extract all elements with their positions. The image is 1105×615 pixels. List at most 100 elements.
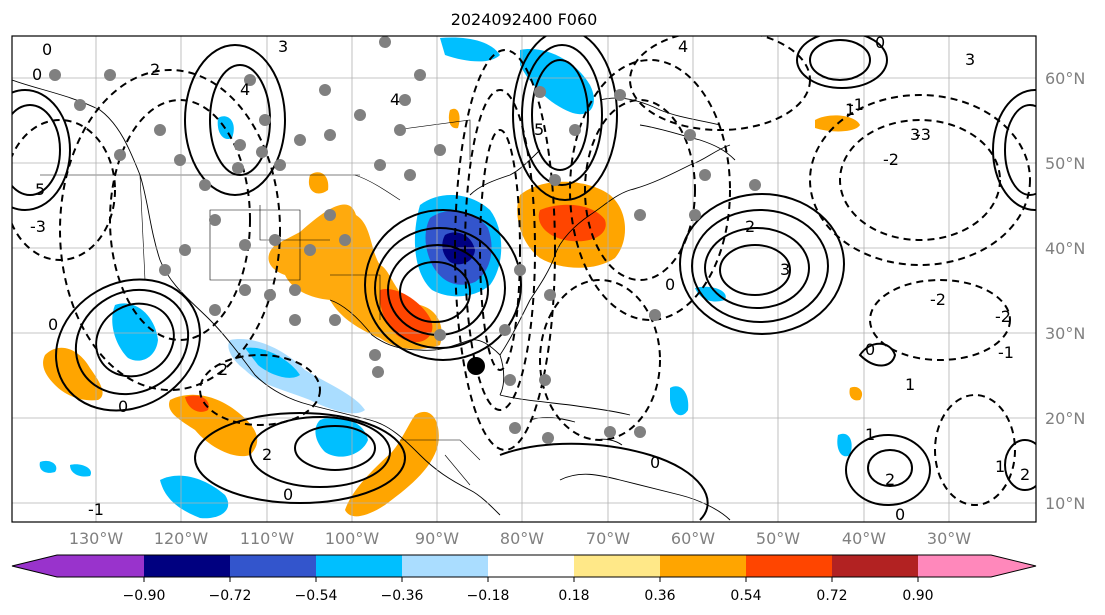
cool-anomaly-pacific [112,303,158,361]
colorbar-high-arrow [991,555,1036,577]
colorbar-segment [230,555,316,577]
colorbar-tick-label: 0.72 [816,588,847,604]
contour-label: -1 [88,500,104,519]
warm-anomaly-caribbean [345,411,439,517]
contour-label: 2 [885,470,895,489]
storm-center-marker [467,357,485,375]
contour-neg-3 [454,49,556,451]
contour-se2-1 [1004,439,1036,491]
contour-mx-1 [294,425,376,471]
contour-label: 2 [1020,465,1030,484]
colorbar-outline [11,554,1037,578]
contour-label: 0 [48,315,58,334]
cool-anomaly-east-2 [837,433,852,457]
contour-neg-14 [629,36,811,131]
contour-neg-2 [464,89,536,411]
contour-neg-10 [539,279,661,441]
lat-label: 50°N [1045,154,1085,173]
warm-anomaly-small-3 [849,386,863,401]
colorbar-segment [144,555,230,577]
negative-contours [12,36,1031,506]
colorbar-ticks [143,577,919,582]
colorbar-low-arrow [12,555,57,577]
lat-label: 10°N [1045,494,1085,513]
colorbar-segment [316,555,402,577]
contour-label: -2 [995,307,1011,326]
contour-w-2 [12,89,71,211]
contour-neg-6 [839,119,1001,241]
contour-e-2 [992,89,1036,211]
cool-anomaly-small-b [70,464,91,477]
contour-mx-2 [249,416,391,488]
lon-label: 70°W [586,529,630,548]
lon-label: 50°W [756,529,800,548]
contour-label: 0 [895,505,905,524]
contour-w-1 [12,104,61,196]
contour-label: 0 [118,397,128,416]
cool-anomaly-east [670,386,689,416]
cool-anomaly-sw [160,475,229,519]
contour-label-group: 0 0 0 0 0 0 0 0 0 0 1 1 1 1 2 2 2 2 2 2 … [30,33,1030,524]
contour-label: 3 [965,50,975,69]
lat-label: 20°N [1045,409,1085,428]
contour-gulf-1 [399,261,471,323]
warm-anomaly-small-1 [308,172,329,194]
lon-label: 100°W [325,529,380,548]
contour-label: 3 [780,260,790,279]
positive-contours [12,36,1036,521]
contour-label: 1 [865,425,875,444]
contour-ne-3 [512,36,618,201]
contour-neg-15 [12,119,116,261]
colorbar-tick-label: −0.36 [381,588,424,604]
contour-se-2 [845,434,931,506]
contour-label: 2 [745,217,755,236]
map-title: 2024092400 F060 [450,10,598,29]
lon-label: 40°W [842,529,886,548]
contour-se-1 [867,449,913,487]
contour-neg-5 [569,59,731,321]
contour-label: 4 [240,80,250,99]
colorbar-segment [57,555,144,577]
colorbar-segment [746,555,832,577]
map-plot-area [12,36,1036,522]
lon-label: 30°W [927,529,971,548]
contour-label: -3 [915,125,931,144]
contour-mx-3 [194,412,406,504]
contour-atl-east [858,342,897,367]
contour-ne-1 [531,59,589,171]
colorbar-tick-label: −0.18 [467,588,510,604]
contour-label: 0 [665,275,675,294]
lat-label: 40°N [1045,239,1085,258]
contour-carib [499,442,709,521]
contour-neg-11 [869,279,1011,361]
lon-axis: 130°W 120°W 110°W 100°W 90°W 80°W 70°W 6… [69,529,971,548]
lat-label: 60°N [1045,69,1085,88]
contour-nw-2 [184,44,286,196]
colorbar-tick-label: 0.54 [730,588,761,604]
contour-label: 2 [218,360,228,379]
contour-atl-4 [679,193,845,335]
contour-label: -2 [883,150,899,169]
lon-label: 110°W [240,529,295,548]
contour-label: 0 [865,340,875,359]
colorbar-segment [660,555,746,577]
lon-label: 130°W [69,529,124,548]
warm-anomaly-mexico-core [185,395,209,412]
plot-frame [11,35,1037,523]
contour-gulf-3 [374,227,506,349]
contour-neg-7 [809,94,1031,266]
colorbar: −0.90 −0.72 −0.54 −0.36 −0.18 0.18 0.36 … [11,554,1037,604]
colorbar-tick-label: 0.90 [902,588,933,604]
colorbar-segment [402,555,488,577]
contour-atl-1 [719,244,791,296]
contour-label: -1 [848,95,864,114]
colorbar-segment [488,555,574,577]
contour-pac-2 [74,288,190,396]
contour-label: 5 [35,180,45,199]
contour-neg-1 [479,129,521,371]
warm-anomaly-mexico [169,394,258,457]
lon-label: 90°W [415,529,459,548]
contour-label: -2 [930,290,946,309]
contour-neg-13 [199,354,321,426]
